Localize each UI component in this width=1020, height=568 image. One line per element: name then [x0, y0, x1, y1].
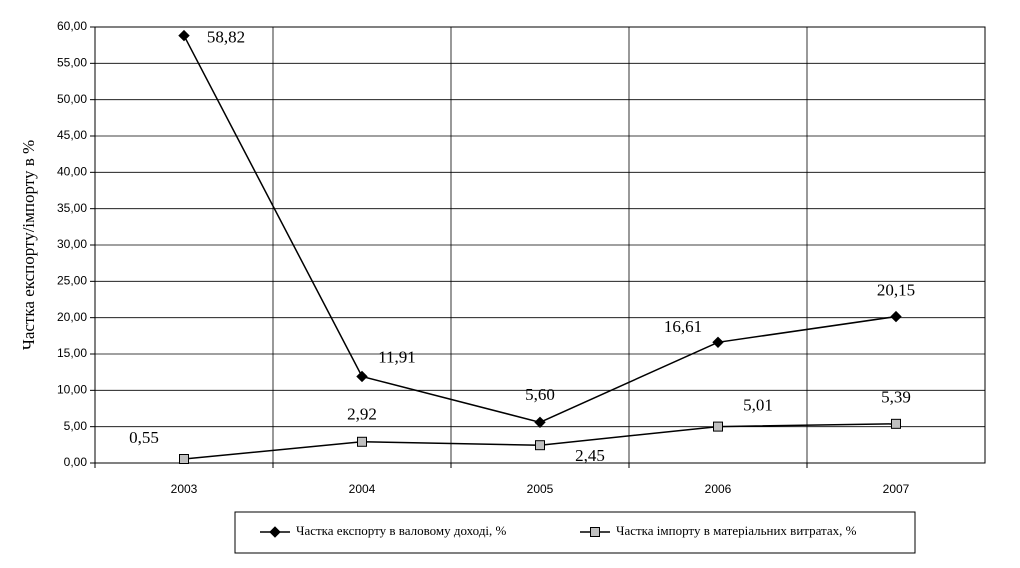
- point: [535, 440, 545, 451]
- y-tick-label: 50,00: [57, 92, 87, 106]
- point: [178, 29, 190, 42]
- y-tick-label: 45,00: [57, 128, 87, 142]
- data-label: 20,15: [877, 280, 915, 299]
- point: [356, 370, 368, 383]
- legend-marker: [590, 527, 600, 537]
- data-label: 11,91: [378, 347, 416, 366]
- y-tick-label: 55,00: [57, 56, 87, 70]
- data-label: 5,60: [525, 385, 555, 404]
- x-tick-label: 2004: [349, 482, 376, 496]
- y-tick-label: 15,00: [57, 346, 87, 360]
- data-label: 2,45: [575, 446, 605, 465]
- data-label: 16,61: [664, 317, 702, 336]
- x-tick-label: 2005: [527, 482, 554, 496]
- data-label: 58,82: [207, 27, 245, 46]
- y-tick-label: 10,00: [57, 383, 87, 397]
- data-label: 5,01: [743, 396, 773, 415]
- y-tick-label: 40,00: [57, 165, 87, 179]
- legend-label: Частка імпорту в матеріальних витратах, …: [616, 523, 857, 538]
- legend: [234, 511, 916, 554]
- point: [890, 310, 902, 323]
- data-label: 0,55: [129, 428, 159, 447]
- y-tick-label: 5,00: [64, 419, 88, 433]
- y-tick-label: 0,00: [64, 455, 88, 469]
- data-label: 5,39: [881, 388, 911, 407]
- x-tick-label: 2006: [705, 482, 732, 496]
- y-tick-label: 35,00: [57, 201, 87, 215]
- point: [713, 421, 723, 432]
- legend-label: Частка експорту в валовому доході, %: [296, 523, 507, 538]
- y-tick-label: 30,00: [57, 237, 87, 251]
- y-tick-label: 60,00: [57, 19, 87, 33]
- x-tick-label: 2007: [883, 482, 910, 496]
- legend-marker: [269, 526, 281, 538]
- y-tick-label: 20,00: [57, 310, 87, 324]
- point: [891, 418, 901, 429]
- point: [179, 454, 189, 465]
- point: [534, 416, 546, 429]
- y-axis-label: Частка експорту/імпорту в %: [19, 140, 38, 350]
- data-label: 2,92: [347, 405, 377, 424]
- y-tick-label: 25,00: [57, 274, 87, 288]
- point: [357, 436, 367, 447]
- point: [712, 336, 724, 349]
- x-tick-label: 2003: [171, 482, 198, 496]
